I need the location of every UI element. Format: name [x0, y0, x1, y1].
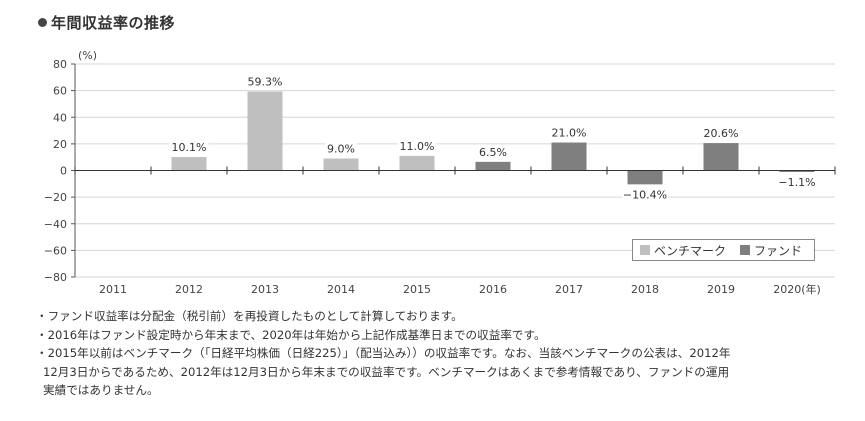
bar-chart: 80 60 40 20 0 −20 −40 −60 −80 (%) 10.1% 59.3% 9.0% 11…: [44, 49, 836, 296]
data-label-bg: [477, 144, 509, 159]
data-label-bg: [777, 174, 817, 189]
y-unit-label: (%): [78, 49, 97, 62]
data-label-bg: [169, 140, 209, 155]
legend-label-fund: ファンド: [754, 243, 803, 258]
footnotes: ・ファンド収益率は分配金（税引前）を再投資したものとして計算しております。 ・2…: [36, 307, 851, 400]
x-tick-label: 2017: [555, 283, 583, 296]
data-label-bg: [325, 141, 357, 156]
y-tick-label: 40: [53, 111, 67, 124]
data-label-bg: [622, 187, 668, 202]
data-label: 10.1%: [172, 141, 207, 154]
bar: [779, 170, 815, 172]
footnote-1: ・ファンド収益率は分配金（税引前）を再投資したものとして計算しております。: [36, 309, 463, 323]
data-label-bg: [397, 138, 437, 153]
chart-legend: ベンチマーク ファンド: [632, 239, 815, 261]
y-tick-label: −60: [44, 244, 67, 257]
legend-item-fund: ファンド: [740, 242, 802, 259]
data-label: 11.0%: [400, 140, 435, 153]
x-tick-label: 2015: [403, 283, 431, 296]
x-tick-label: 2018: [631, 283, 659, 296]
bar: [323, 158, 359, 171]
data-label: 6.5%: [479, 146, 507, 159]
x-tick-label: 2020(年): [773, 282, 821, 296]
chart-title-text: 年間収益率の推移: [51, 14, 176, 32]
footnote-2: ・2016年はファンド設定時から年末まで、2020年は年始から上記作成基準日まで…: [36, 327, 546, 342]
bar: [399, 155, 435, 171]
bar: [247, 91, 283, 171]
data-label: 59.3%: [248, 76, 283, 89]
x-tick-label: 2013: [251, 283, 279, 296]
legend-swatch-fund: [740, 245, 751, 255]
bar: [551, 142, 587, 171]
x-tick-label: 2011: [99, 283, 127, 296]
x-tick-label: 2014: [327, 283, 355, 296]
y-tick-label: −80: [44, 271, 67, 284]
y-tick-label: 80: [53, 58, 67, 71]
data-label-bg: [701, 126, 741, 141]
bullet-icon: [38, 18, 47, 27]
footnote-3-cont-2: 実績ではありません。: [43, 383, 159, 397]
y-tick-label: −20: [44, 191, 67, 204]
footnote-3-cont-1: 12月3日からであるため、2012年は12月3日から年末までの収益率です。ベンチ…: [43, 364, 730, 379]
x-tick-label: 2016: [479, 283, 507, 296]
legend-swatch-benchmark: [640, 245, 650, 255]
data-label-bg: [245, 74, 285, 89]
bar: [703, 143, 739, 171]
y-tick-label: −40: [44, 218, 67, 231]
data-label: −10.4%: [623, 188, 667, 201]
chart-title: 年間収益率の推移: [38, 12, 175, 33]
data-label: −1.1%: [778, 176, 815, 189]
bar: [475, 161, 511, 171]
legend-item-benchmark: ベンチマーク: [640, 242, 726, 259]
x-tick-label: 2012: [175, 283, 203, 296]
y-tick-label: 20: [53, 138, 67, 151]
data-label: 20.6%: [704, 127, 739, 140]
y-tick-label: 60: [53, 85, 67, 98]
footnote-3: ・2015年以前はベンチマーク（「日経平均株価（日経225）」（配当込み））の収…: [36, 346, 731, 360]
y-tick-label: 0: [60, 165, 67, 178]
data-label: 9.0%: [327, 143, 355, 156]
legend-label-benchmark: ベンチマーク: [654, 243, 727, 258]
data-label: 21.0%: [552, 127, 587, 140]
data-label-bg: [549, 125, 589, 140]
x-tick-label: 2019: [707, 283, 735, 296]
bar: [627, 170, 663, 185]
bar: [171, 157, 207, 171]
